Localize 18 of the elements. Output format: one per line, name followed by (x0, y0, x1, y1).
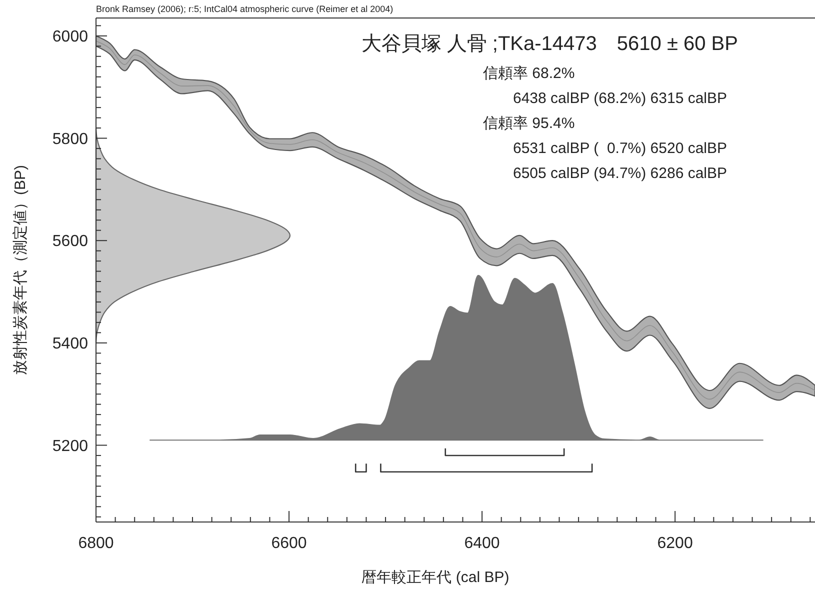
x-tick-label: 6800 (78, 535, 114, 552)
annotation: 6505 calBP (94.7%) 6286 calBP (513, 165, 728, 182)
annotation: 6531 calBP ( 0.7%) 6520 calBP (513, 140, 728, 157)
x-tick-label: 6200 (657, 535, 693, 552)
chart-subtitle: Bronk Ramsey (2006); r:5; IntCal04 atmospheric curve (Reimer et al 2004) (96, 4, 394, 14)
y-tick-label: 5800 (52, 130, 88, 148)
y-tick-label: 5600 (52, 233, 88, 250)
text: 大谷貝塚 人骨 ;TKa-14473 5610 ± 60 BP (361, 33, 738, 55)
annotation: 信頼率 68.2% (483, 65, 575, 82)
x-tick-label: 6400 (464, 535, 500, 552)
y-tick-label: 6000 (52, 28, 88, 46)
annotation: 信頼率 95.4% (483, 115, 575, 132)
annotation: 6438 calBP (68.2%) 6315 calBP (513, 90, 728, 107)
y-tick-label: 5400 (52, 336, 88, 353)
y-tick-label: 5200 (52, 438, 88, 455)
x-tick-label: 6600 (271, 535, 307, 552)
y-axis-title: 放射性炭素年代（測定値）(BP) (12, 164, 29, 375)
x-axis-title: 暦年較正年代 (cal BP) (362, 569, 510, 586)
